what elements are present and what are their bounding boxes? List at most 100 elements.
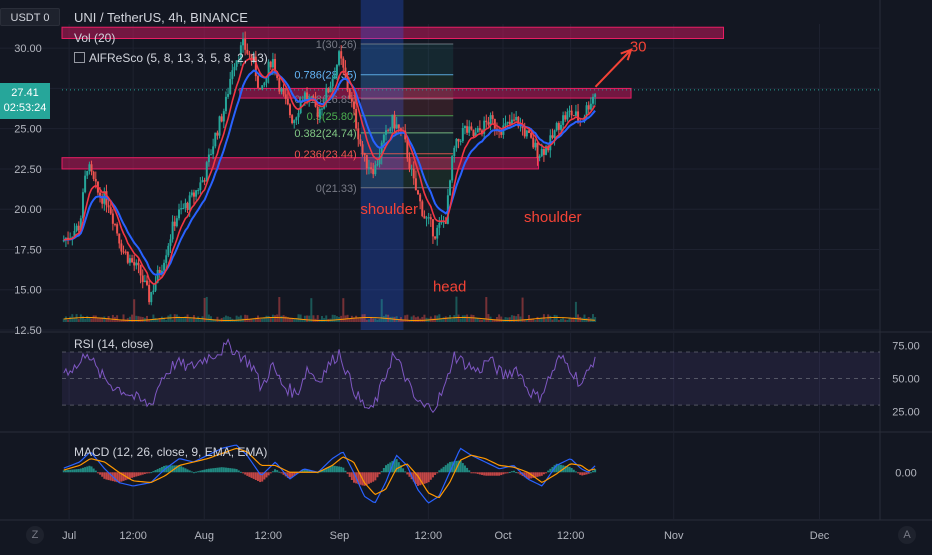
candle-layer (62, 31, 597, 306)
macd-histogram-bar (421, 472, 424, 485)
candle-body (297, 113, 300, 118)
macd-histogram-bar (408, 472, 411, 477)
volume-bar (222, 317, 225, 322)
volume-bar (423, 314, 426, 322)
macd-histogram-bar (242, 472, 245, 474)
eye-icon[interactable] (74, 52, 85, 63)
volume-bar (446, 317, 449, 322)
macd-histogram-bar (252, 472, 255, 479)
macd-histogram-bar (532, 472, 535, 478)
candle-body (329, 86, 332, 93)
volume-bar (361, 314, 364, 322)
volume-bar (463, 315, 466, 322)
macd-histogram-bar (182, 467, 185, 473)
macd-histogram-bar (549, 468, 552, 473)
macd-layer: MACD (12, 26, close, 9, EMA, EMA) (62, 444, 597, 504)
volume-bar (148, 319, 151, 322)
macd-histogram-bar (570, 468, 573, 473)
macd-histogram-bar (583, 472, 586, 475)
volume-bar (246, 315, 249, 322)
macd-histogram-bar (88, 465, 91, 473)
volume-bar (207, 314, 210, 322)
candle-body (158, 269, 161, 274)
candle-body (214, 132, 217, 147)
candle-body (197, 190, 200, 192)
volume-bar (271, 314, 274, 322)
candle-body (131, 258, 134, 263)
macd-histogram-bar (384, 465, 387, 473)
candle-body (113, 223, 116, 225)
macd-histogram-bar (116, 472, 119, 483)
macd-histogram-bar (393, 459, 396, 473)
macd-histogram-bar (137, 472, 140, 476)
volume-bar (280, 315, 283, 322)
macd-histogram-bar (557, 464, 560, 473)
price-tick-label: 12.50 (14, 325, 42, 337)
candle-body (184, 202, 187, 208)
macd-histogram-bar (254, 472, 257, 480)
volume-bar (73, 317, 76, 322)
volume-bar (111, 314, 114, 322)
macd-histogram-bar (205, 469, 208, 473)
volume-bar (406, 314, 409, 322)
macd-histogram-bar (220, 467, 223, 473)
macd-histogram-bar (525, 472, 528, 479)
symbol-title[interactable]: UNI / TetherUS, 4h, BINANCE (74, 10, 248, 25)
volume-bar (352, 317, 355, 322)
macd-histogram-bar (160, 466, 163, 473)
macd-histogram-bar (459, 460, 462, 473)
macd-histogram-bar (376, 472, 379, 478)
candle-body (591, 96, 594, 104)
macd-histogram-bar (323, 469, 326, 473)
currency-label: USDT (10, 12, 41, 24)
candle-body (207, 154, 210, 163)
candle-body (178, 209, 181, 219)
fib-level-label: 0.5(25.80) (307, 111, 357, 123)
macd-histogram-bar (587, 472, 590, 474)
macd-histogram-bar (113, 472, 116, 482)
macd-histogram-bar (320, 470, 323, 473)
pattern-annotation: shoulder (360, 201, 418, 218)
volume-bar (487, 314, 490, 322)
macd-histogram-bar (378, 472, 381, 475)
candle-body (342, 58, 345, 68)
volume-ma-line (63, 316, 596, 322)
x-tick-label: Oct (494, 530, 511, 542)
candle-body (263, 82, 266, 86)
auto-scale-icon[interactable]: A (898, 526, 916, 544)
currency-selector[interactable]: USDT 0 (0, 8, 60, 26)
volume-bar (500, 316, 503, 322)
macd-histogram-bar (233, 468, 236, 473)
macd-histogram-bar (308, 470, 311, 473)
x-tick-label: Nov (664, 530, 684, 542)
candle-body (376, 164, 379, 166)
macd-histogram-bar (540, 472, 543, 476)
macd-histogram-bar (306, 469, 309, 473)
candle-body (173, 221, 176, 227)
macd-histogram-bar (438, 470, 441, 473)
candle-body (116, 224, 119, 234)
macd-histogram-bar (96, 472, 99, 474)
macd-histogram-bar (478, 472, 481, 475)
candle-body (250, 54, 253, 62)
volume-bar (515, 316, 518, 322)
volume-bar (374, 318, 377, 322)
timezone-icon[interactable]: Z (26, 526, 44, 544)
candle-body (143, 280, 146, 282)
volume-bar (263, 317, 266, 322)
macd-histogram-bar (534, 472, 537, 478)
volume-indicator-label[interactable]: Vol (20) (74, 31, 116, 45)
macd-histogram-bar (141, 472, 144, 475)
alfresco-indicator-label[interactable]: AlFReSco (5, 8, 13, 3, 5, 8, 2, 13) (74, 51, 268, 65)
volume-bar (118, 319, 121, 322)
volume-bar (269, 316, 272, 322)
volume-bar (545, 318, 548, 322)
macd-histogram-bar (417, 472, 420, 486)
rsi-indicator-label: RSI (14, close) (74, 337, 153, 351)
grid-layer (0, 0, 932, 521)
candle-body (389, 128, 392, 131)
candle-body (248, 53, 251, 55)
volume-bar (566, 319, 569, 322)
